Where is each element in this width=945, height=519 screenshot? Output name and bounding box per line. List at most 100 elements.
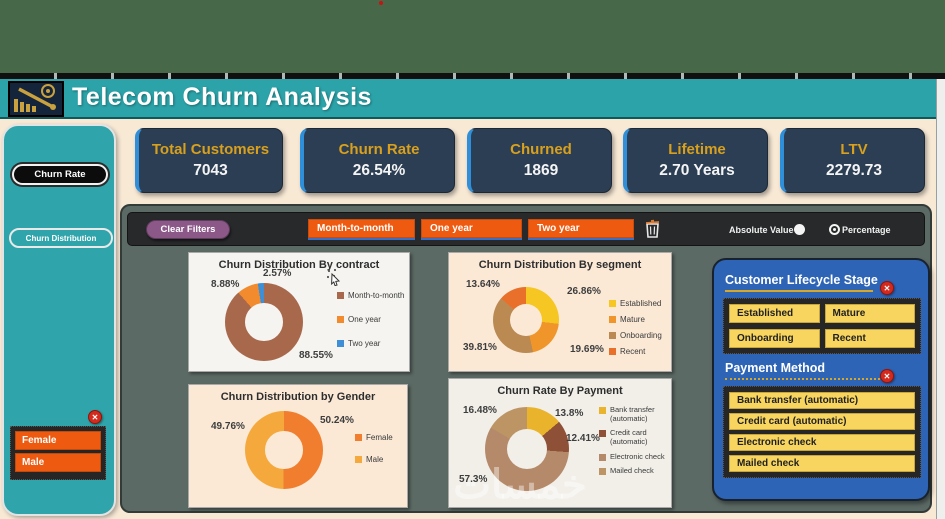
filter-month-to-month[interactable]: Month-to-month [308, 219, 415, 238]
legend-label: Month-to-month [348, 291, 405, 300]
payment-option-bank-transfer[interactable]: Bank transfer (automatic) [729, 392, 915, 409]
payment-slicer-title: Payment Method [725, 361, 826, 375]
legend-label: Two year [348, 339, 381, 348]
legend-label: Female [366, 433, 393, 442]
legend-swatch [337, 292, 344, 299]
record-dot [379, 1, 383, 5]
lifecycle-option-established[interactable]: Established [729, 304, 820, 323]
right-sheet-margin [936, 79, 945, 519]
chart-title: Churn Distribution by Gender [220, 391, 376, 403]
payment-option-electronic-check[interactable]: Electronic check [729, 434, 915, 451]
contract-donut [225, 283, 303, 361]
filter-bar: Clear Filters Month-to-month One year Tw… [127, 212, 925, 246]
legend-label: Mature [620, 315, 645, 324]
legend-swatch [599, 407, 606, 414]
app-logo-icon [8, 81, 64, 117]
chart-legend: Month-to-month One year Two year [337, 291, 404, 348]
kpi-label: Lifetime [668, 141, 726, 158]
donut-hole [265, 431, 303, 469]
data-label: 16.48% [463, 405, 497, 416]
divider [725, 378, 880, 380]
kpi-label: Churned [510, 141, 572, 158]
data-label: 8.88% [211, 279, 240, 290]
mouse-cursor-icon [326, 268, 342, 291]
gender-option-female[interactable]: Female [15, 431, 101, 450]
payment-slicer-clear-icon[interactable]: ✕ [880, 369, 894, 383]
data-label: 49.76% [211, 421, 245, 432]
page-title: Telecom Churn Analysis [72, 83, 372, 111]
legend-swatch [355, 456, 362, 463]
filter-one-year[interactable]: One year [421, 219, 522, 238]
chart-legend: Bank transfer (automatic) Credit card (a… [599, 405, 669, 476]
lifecycle-option-mature[interactable]: Mature [824, 304, 915, 323]
donut-hole [506, 428, 548, 470]
legend-label: Bank transfer (automatic) [610, 405, 655, 423]
legend-swatch [337, 316, 344, 323]
payment-donut [485, 407, 569, 491]
chart-card-payment: Churn Rate By Payment 13.8% 12.41% 57.3%… [448, 378, 672, 508]
data-label: 2.57% [263, 268, 292, 279]
legend-label: Male [366, 455, 384, 464]
legend-swatch [599, 453, 606, 461]
absolute-value-radio[interactable] [794, 224, 805, 235]
clear-filters-button[interactable]: Clear Filters [146, 220, 230, 239]
kpi-value: 1869 [523, 162, 559, 179]
sidebar-item-churn-distribution[interactable]: Churn Distribution [9, 228, 113, 248]
legend-label: Recent [620, 347, 646, 356]
payment-option-credit-card[interactable]: Credit card (automatic) [729, 413, 915, 430]
donut-hole [245, 303, 283, 341]
legend-swatch [599, 430, 606, 438]
kpi-card-churned: Churned 1869 [467, 128, 612, 193]
legend-swatch [599, 468, 606, 476]
sidebar: Churn Rate Churn Distribution ✕ Female M… [2, 124, 116, 516]
sidebar-item-churn-rate[interactable]: Churn Rate [12, 164, 108, 185]
data-label: 57.3% [459, 474, 488, 485]
trash-icon[interactable] [645, 219, 660, 244]
chart-title: Churn Distribution By contract [218, 259, 380, 271]
kpi-card-churn-rate: Churn Rate 26.54% [300, 128, 455, 193]
chart-legend: Established Mature Onboarding Recent [609, 299, 662, 356]
legend-label: Credit card (automatic) [610, 428, 648, 446]
chart-card-segment: Churn Distribution By segment 26.86% 19.… [448, 252, 672, 372]
lifecycle-option-onboarding[interactable]: Onboarding [729, 328, 820, 348]
kpi-value: 2.70 Years [659, 162, 735, 179]
data-label: 88.55% [299, 350, 333, 361]
lifecycle-slicer-title: Customer Lifecycle Stage [725, 273, 878, 287]
chart-card-contract: Churn Distribution By contract 88.55% 8.… [188, 252, 410, 372]
percentage-radio[interactable] [829, 224, 840, 235]
divider [725, 290, 873, 292]
donut-hole [510, 304, 542, 336]
data-label: 26.86% [567, 286, 601, 297]
legend-swatch [609, 316, 616, 323]
legend-swatch [355, 434, 362, 441]
legend-label: Established [620, 299, 662, 308]
chart-title: Churn Rate By Payment [497, 385, 623, 397]
kpi-card-total-customers: Total Customers 7043 [135, 128, 283, 193]
legend-swatch [609, 332, 616, 339]
kpi-value: 2279.73 [825, 162, 883, 179]
legend-label: Mailed check [610, 466, 654, 476]
chart-title: Churn Distribution By segment [478, 259, 642, 271]
slicer-panel: Customer Lifecycle Stage ✕ Established M… [712, 258, 930, 501]
lifecycle-slicer: Established Mature Onboarding Recent [723, 298, 921, 354]
lifecycle-slicer-clear-icon[interactable]: ✕ [880, 281, 894, 295]
data-label: 13.8% [555, 408, 584, 419]
chart-legend: Female Male [355, 433, 393, 464]
kpi-label: Churn Rate [338, 141, 420, 158]
gender-slicer-clear-icon[interactable]: ✕ [88, 410, 102, 424]
legend-label: Onboarding [620, 331, 662, 340]
chart-card-gender: Churn Distribution by Gender 50.24% 49.7… [188, 384, 408, 508]
lifecycle-option-recent[interactable]: Recent [824, 328, 915, 348]
legend-label: Electronic check [610, 451, 665, 461]
kpi-value: 26.54% [352, 162, 406, 179]
segment-donut [493, 287, 559, 353]
gender-slicer: Female Male [10, 426, 106, 480]
kpi-label: LTV [840, 141, 868, 158]
video-letterbox-top [0, 0, 945, 73]
gender-option-male[interactable]: Male [15, 453, 101, 472]
filter-two-year[interactable]: Two year [528, 219, 634, 238]
data-label: 12.41% [566, 433, 600, 444]
payment-option-mailed-check[interactable]: Mailed check [729, 455, 915, 472]
data-label: 19.69% [570, 344, 604, 355]
